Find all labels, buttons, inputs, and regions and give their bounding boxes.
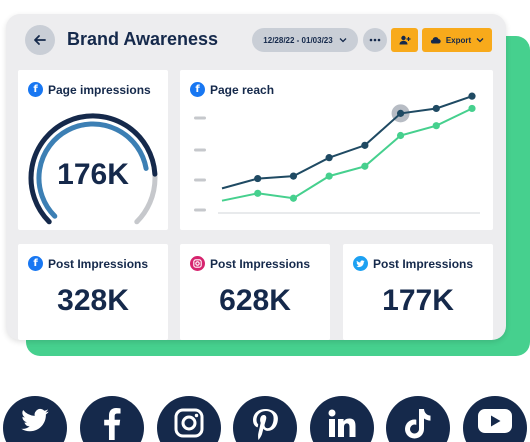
tiktok-icon (405, 409, 431, 439)
facebook-icon: f (28, 82, 43, 97)
facebook-post-impressions-card: f Post Impressions 328K (18, 244, 168, 340)
series-1-point[interactable] (432, 104, 440, 113)
card-title-label: Page reach (210, 82, 275, 97)
linkedin-logo (310, 396, 374, 442)
card-title: f Page impressions (28, 82, 151, 97)
card-title-label: Post Impressions (373, 256, 474, 271)
y-axis-tick-placeholder (194, 208, 206, 212)
youtube-logo (463, 396, 527, 442)
card-title-label: Page impressions (48, 82, 151, 97)
series-2-point[interactable] (325, 172, 333, 180)
more-options-button[interactable] (363, 28, 387, 52)
series-1-point[interactable] (254, 174, 262, 183)
series-1-point[interactable] (325, 154, 333, 162)
y-axis-tick-placeholder (194, 148, 206, 152)
user-add-icon (399, 35, 410, 45)
social-logos-row (0, 396, 530, 442)
gauge-fill-inner (36, 121, 149, 219)
facebook-post-impressions-value: 328K (57, 284, 129, 317)
impressions-gauge (28, 113, 158, 225)
ellipsis-icon (369, 38, 381, 42)
series-2-point[interactable] (361, 162, 369, 170)
page-title: Brand Awareness (67, 29, 219, 49)
instagram-icon (174, 408, 204, 438)
card-title: Post Impressions (190, 256, 310, 271)
page-reach-chart (194, 92, 480, 214)
instagram-icon (190, 256, 205, 271)
youtube-icon (478, 409, 512, 433)
page-impressions-value: 176K (57, 158, 129, 191)
facebook-logo (80, 396, 144, 442)
back-button[interactable] (25, 25, 55, 55)
pinterest-icon (253, 409, 278, 440)
linkedin-icon (328, 409, 356, 437)
chevron-down-icon (339, 38, 347, 43)
series-1-line (221, 95, 473, 190)
facebook-icon: f (190, 82, 205, 97)
series-2-point[interactable] (396, 131, 405, 140)
instagram-post-impressions-card: Post Impressions 628K (180, 244, 330, 340)
gauge-fill (28, 113, 158, 225)
y-axis-tick-placeholder (194, 116, 206, 120)
twitter-post-impressions-value: 177K (382, 284, 454, 317)
series-2-point[interactable] (289, 194, 298, 202)
series-1-point[interactable] (361, 141, 369, 149)
series-1-point[interactable] (396, 109, 405, 117)
date-range-label: 12/28/22 - 01/03/23 (263, 35, 333, 45)
twitter-icon (21, 408, 49, 432)
series-1-point[interactable] (468, 92, 476, 100)
twitter-post-impressions-card: Post Impressions 177K (343, 244, 493, 340)
share-user-button[interactable] (391, 28, 418, 52)
tiktok-logo (386, 396, 450, 442)
instagram-post-impressions-value: 628K (219, 284, 291, 317)
dashboard-panel: Brand Awareness 12/28/22 - 01/03/23 Expo… (6, 14, 506, 340)
instagram-logo (157, 396, 221, 442)
arrow-left-icon (34, 35, 46, 45)
series-2-line (221, 107, 473, 202)
page-impressions-card: f Page impressions 176K (18, 70, 168, 230)
cloud-icon (430, 37, 441, 44)
series-2-point[interactable] (468, 104, 476, 113)
page-reach-card: f Page reach (180, 70, 493, 230)
facebook-icon: f (28, 256, 43, 271)
pinterest-logo (233, 396, 297, 442)
twitter-icon (353, 256, 368, 271)
date-range-picker[interactable]: 12/28/22 - 01/03/23 (252, 28, 358, 52)
card-title: f Page reach (190, 82, 274, 97)
card-title: Post Impressions (353, 256, 473, 271)
chevron-down-icon (476, 38, 484, 43)
card-title-label: Post Impressions (48, 256, 149, 271)
series-2-point[interactable] (432, 122, 440, 130)
series-2-point[interactable] (254, 189, 262, 197)
export-label: Export (445, 35, 472, 45)
y-axis-tick-placeholder (194, 178, 206, 182)
series-1-point[interactable] (289, 172, 298, 180)
export-button[interactable]: Export (422, 28, 492, 52)
card-title-label: Post Impressions (210, 256, 311, 271)
facebook-icon (104, 408, 121, 440)
card-title: f Post Impressions (28, 256, 148, 271)
twitter-logo (3, 396, 67, 442)
